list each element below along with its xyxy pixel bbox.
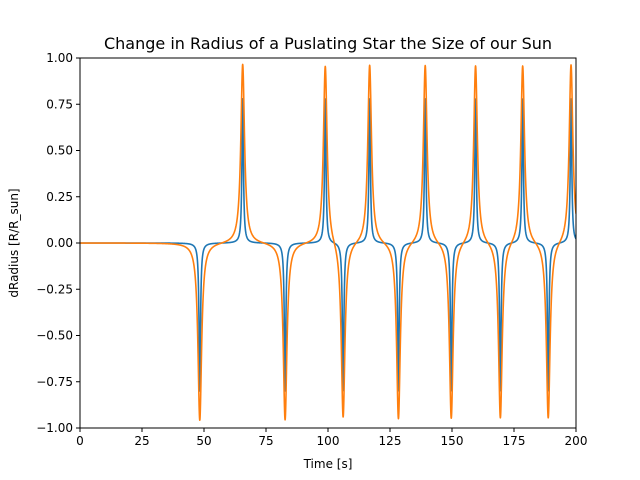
x-tick-label: 25: [134, 434, 149, 448]
y-tick-label: −1.00: [36, 421, 73, 435]
x-tick-label: 200: [565, 434, 588, 448]
x-tick-label: 75: [258, 434, 273, 448]
series-layer: [80, 63, 576, 422]
y-tick-label: −0.25: [36, 282, 73, 296]
x-tick-label: 125: [379, 434, 402, 448]
y-axis-label: dRadius [R/R_sun]: [7, 188, 21, 297]
series-line-2: [80, 63, 576, 422]
x-axis-label: Time [s]: [303, 457, 353, 471]
y-tick-label: 0.75: [46, 97, 73, 111]
x-tick-label: 175: [503, 434, 526, 448]
y-tick-label: 1.00: [46, 51, 73, 65]
chart-title: Change in Radius of a Puslating Star the…: [104, 34, 552, 53]
y-tick-label: −0.75: [36, 375, 73, 389]
x-tick-label: 0: [76, 434, 84, 448]
x-axis: 0 25 50 75 100 125 150 175 200: [76, 428, 587, 448]
y-tick-label: 0.50: [46, 144, 73, 158]
x-tick-label: 150: [441, 434, 464, 448]
y-tick-label: 0.00: [46, 236, 73, 250]
x-tick-label: 50: [196, 434, 211, 448]
y-tick-label: −0.50: [36, 329, 73, 343]
y-tick-label: 0.25: [46, 190, 73, 204]
x-tick-label: 100: [317, 434, 340, 448]
y-axis: −1.00 −0.75 −0.50 −0.25 0.00 0.25 0.50 0.75 1.00: [36, 51, 80, 435]
